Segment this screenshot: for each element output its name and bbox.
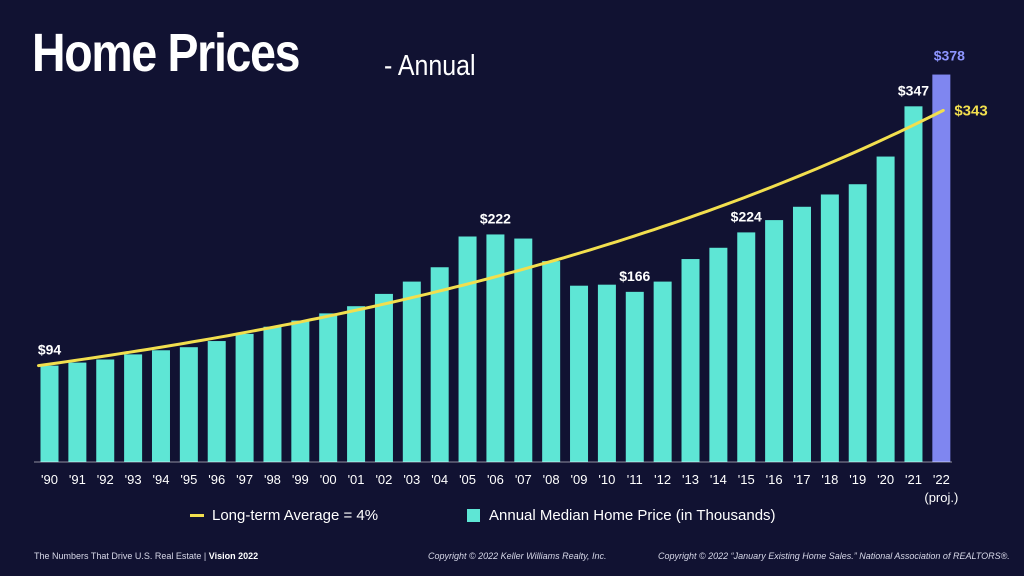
- x-tick-label: '02: [375, 472, 392, 487]
- bar: [597, 284, 616, 462]
- data-label: $347: [898, 82, 929, 98]
- x-tick-label: '92: [97, 472, 114, 487]
- data-label: $378: [934, 48, 965, 64]
- bar: [542, 261, 561, 462]
- data-label: $166: [619, 268, 650, 284]
- trend-line: [37, 108, 945, 368]
- legend-bars-label: Annual Median Home Price (in Thousands): [489, 507, 776, 524]
- bar: [792, 206, 811, 462]
- trend-end-label: $343: [954, 102, 987, 119]
- data-label: $224: [731, 208, 762, 224]
- legend-bars-swatch: [467, 509, 480, 522]
- bar: [40, 365, 59, 462]
- bar: [486, 234, 505, 462]
- x-tick-label: '16: [766, 472, 783, 487]
- x-tick-label: '15: [738, 472, 755, 487]
- bar: [876, 156, 895, 463]
- x-tick-label: '20: [877, 472, 894, 487]
- bar: [374, 293, 393, 462]
- x-tick-label: '12: [654, 472, 671, 487]
- bar: [402, 281, 421, 462]
- x-tick-label: '19: [849, 472, 866, 487]
- footer-left: The Numbers That Drive U.S. Real Estate …: [34, 551, 258, 561]
- footer-right: Copyright © 2022 “January Existing Home …: [658, 551, 1010, 561]
- x-tick-label: '14: [710, 472, 727, 487]
- x-tick-note: (proj.): [924, 490, 958, 505]
- x-tick-label: '09: [571, 472, 588, 487]
- x-tick-label: '00: [320, 472, 337, 487]
- x-tick-label: '96: [208, 472, 225, 487]
- bar: [820, 194, 839, 462]
- x-tick-label: '91: [69, 472, 86, 487]
- bar: [737, 232, 756, 462]
- bar: [207, 341, 226, 462]
- x-tick-label: '97: [236, 472, 253, 487]
- x-tick-label: '21: [905, 472, 922, 487]
- data-label: $222: [480, 210, 511, 226]
- bar: [151, 350, 170, 462]
- footer-left-text: The Numbers That Drive U.S. Real Estate: [34, 551, 202, 561]
- x-tick-label: '94: [153, 472, 170, 487]
- bar: [263, 326, 282, 462]
- x-tick-label: '90: [41, 472, 58, 487]
- bar: [570, 285, 589, 462]
- bar: [68, 362, 87, 462]
- bar: [709, 247, 728, 462]
- bar: [235, 333, 254, 462]
- bar: [458, 236, 477, 462]
- projected-bar: [932, 74, 951, 463]
- chart-subtitle: - Annual: [384, 50, 476, 82]
- bar: [96, 359, 115, 462]
- x-tick-label: '93: [125, 472, 142, 487]
- legend-trend: Long-term Average = 4%: [190, 507, 378, 524]
- x-tick-label: '07: [515, 472, 532, 487]
- bar: [319, 313, 338, 462]
- data-label: $94: [38, 342, 62, 358]
- x-tick-label: '05: [459, 472, 476, 487]
- x-tick-label: '11: [627, 472, 643, 487]
- bar: [347, 306, 366, 462]
- bar: [848, 184, 867, 462]
- legend-trend-label: Long-term Average = 4%: [212, 507, 379, 524]
- bar: [765, 220, 784, 462]
- footer-separator: |: [203, 551, 207, 561]
- x-tick-label: '06: [487, 472, 504, 487]
- x-tick-label: '98: [264, 472, 281, 487]
- x-tick-label: '99: [292, 472, 309, 487]
- legend-bars: Annual Median Home Price (in Thousands): [467, 507, 776, 524]
- x-tick-label: '03: [403, 472, 420, 487]
- bar: [291, 320, 310, 462]
- title-row: Home Prices - Annual: [32, 22, 476, 84]
- bar: [430, 267, 449, 462]
- x-tick-label: '04: [431, 472, 448, 487]
- x-tick-label: '13: [682, 472, 699, 487]
- footer-left-bold: Vision 2022: [208, 551, 259, 561]
- legend-trend-swatch: [190, 514, 204, 517]
- bar: [625, 291, 644, 462]
- bar: [124, 354, 143, 462]
- bar: [904, 106, 923, 462]
- footer-center: Copyright © 2022 Keller Williams Realty,…: [428, 551, 607, 561]
- x-tick-label: '95: [180, 472, 197, 487]
- bar: [514, 238, 533, 462]
- x-tick-label: '22: [933, 472, 950, 487]
- x-tick-label: '17: [794, 472, 811, 487]
- x-tick-label: '01: [348, 472, 365, 487]
- x-tick-label: '10: [598, 472, 615, 487]
- x-tick-label: '08: [543, 472, 560, 487]
- bar: [681, 259, 700, 462]
- x-tick-label: '18: [821, 472, 838, 487]
- bar: [653, 281, 672, 462]
- chart-title: Home Prices: [32, 23, 300, 83]
- bar: [179, 347, 198, 462]
